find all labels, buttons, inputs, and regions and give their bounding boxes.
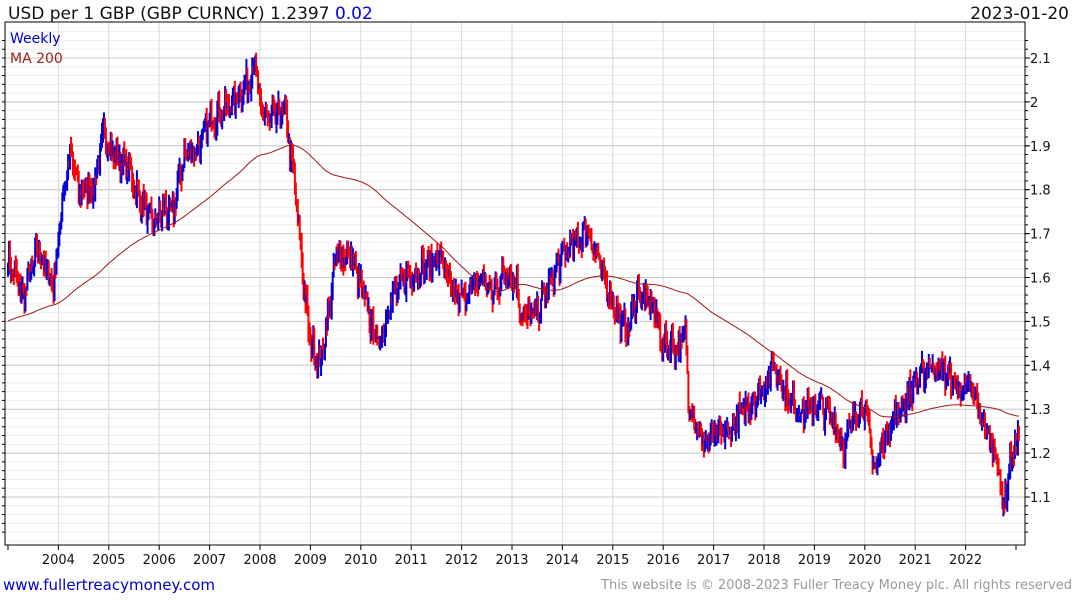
x-tick-label: 2007 <box>193 553 226 568</box>
x-tick-label: 2011 <box>395 553 428 568</box>
y-tick-label: 2.1 <box>1030 52 1051 67</box>
x-tick-label: 2010 <box>344 553 377 568</box>
x-tick-label: 2015 <box>596 553 629 568</box>
y-tick-label: 1.9 <box>1030 140 1051 155</box>
x-tick-label: 2019 <box>798 553 831 568</box>
title-text: USD per 1 GBP (GBP CURNCY) 1.2397 <box>8 4 330 24</box>
x-tick-label: 2008 <box>243 553 276 568</box>
ma200-line <box>7 144 1019 418</box>
x-tick-label: 2014 <box>546 553 579 568</box>
plot-frame <box>4 21 1026 546</box>
y-tick-label: 1.4 <box>1030 359 1051 374</box>
change-value: 0.02 <box>334 4 373 24</box>
x-tick-label: 2022 <box>949 553 982 568</box>
copyright-text: This website is © 2008-2023 Fuller Treac… <box>601 578 1072 593</box>
x-tick-label: 2013 <box>495 553 528 568</box>
y-tick-label: 1.1 <box>1030 491 1051 506</box>
x-tick-label: 2020 <box>848 553 881 568</box>
y-tick-label: 1.6 <box>1030 272 1051 287</box>
y-tick-label: 1.5 <box>1030 315 1051 330</box>
y-tick-label: 1.2 <box>1030 447 1051 462</box>
x-tick-label: 2012 <box>445 553 478 568</box>
x-tick-label: 2021 <box>899 553 932 568</box>
y-tick-label: 1.7 <box>1030 228 1051 243</box>
y-tick-label: 2 <box>1030 96 1038 111</box>
x-tick-label: 2004 <box>42 553 75 568</box>
y-tick-label: 1.8 <box>1030 184 1051 199</box>
x-tick-label: 2017 <box>697 553 730 568</box>
x-tick-label: 2005 <box>92 553 125 568</box>
site-link[interactable]: www.fullertreacymoney.com <box>3 576 216 594</box>
x-tick-label: 2006 <box>143 553 176 568</box>
y-tick-label: 1.3 <box>1030 403 1051 418</box>
x-tick-label: 2009 <box>294 553 327 568</box>
legend-ma200: MA 200 <box>10 51 63 67</box>
x-tick-label: 2016 <box>647 553 680 568</box>
legend-weekly: Weekly <box>10 31 61 47</box>
chart-title: USD per 1 GBP (GBP CURNCY) 1.2397 0.02 <box>8 4 373 24</box>
x-tick-label: 2018 <box>747 553 780 568</box>
chart-date: 2023-01-20 <box>970 4 1069 24</box>
